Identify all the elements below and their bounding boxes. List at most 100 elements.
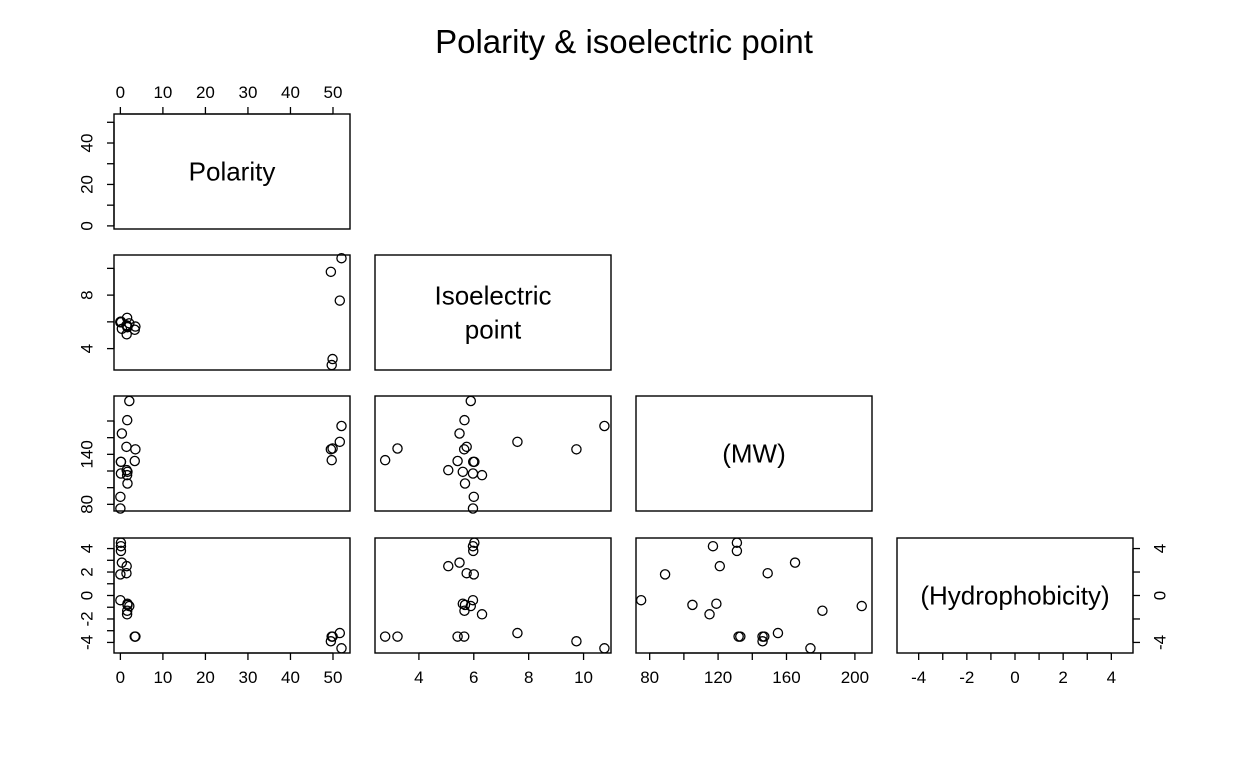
- data-point-16: [459, 478, 471, 489]
- data-point-1: [468, 569, 480, 580]
- tick-label: 40: [78, 134, 97, 153]
- data-point-12: [325, 266, 337, 278]
- data-point-8: [635, 594, 647, 606]
- bottom-axis-hyd: -4 -2 0 2 4: [911, 652, 1116, 687]
- data-point-13: [121, 441, 132, 453]
- data-point-14: [454, 557, 465, 568]
- left-axis-hyd: -4 -2 0 2 4: [78, 544, 115, 650]
- panel-frame: [374, 395, 612, 512]
- data-point-20: [115, 317, 127, 328]
- panel-frame: [635, 537, 873, 654]
- data-point-8: [115, 503, 126, 514]
- tick-label: 4: [78, 344, 97, 353]
- data-point-20: [115, 468, 127, 479]
- variable-label: Isoelectric point: [434, 281, 551, 345]
- data-point-17: [457, 598, 469, 609]
- data-point-1: [115, 569, 126, 580]
- data-point-17: [457, 466, 469, 478]
- data-point-18: [856, 600, 867, 612]
- data-point-11: [115, 545, 127, 557]
- data-point-9: [772, 627, 784, 639]
- panel-hyd-vs-polarity: [113, 537, 351, 654]
- data-point-12: [325, 444, 337, 455]
- data-point-13: [121, 567, 132, 579]
- left-axis-pi: 48: [78, 267, 115, 353]
- bottom-axis-polarity: 0 10 20 30 40 50: [116, 652, 342, 687]
- panel-mw-vs-polarity: [113, 395, 351, 514]
- data-point-4: [326, 359, 337, 371]
- data-point-3: [452, 631, 463, 642]
- data-point-19: [817, 605, 828, 617]
- data-point-6: [130, 631, 141, 642]
- variable-label: (Hydrophobicity): [920, 581, 1109, 611]
- data-point-10: [731, 537, 743, 548]
- tick-label: 20: [196, 668, 215, 687]
- panel-frame: [374, 254, 612, 371]
- data-point-4: [379, 454, 391, 466]
- data-point-13: [461, 441, 472, 453]
- tick-label: 4: [1151, 544, 1170, 553]
- data-point-12: [325, 636, 337, 647]
- tick-label: 120: [704, 668, 732, 687]
- tick-label: 10: [153, 668, 172, 687]
- data-point-19: [459, 605, 470, 617]
- left-axis-mw: 80 140: [78, 420, 115, 514]
- tick-label: 0: [1151, 591, 1170, 600]
- data-point-1: [659, 569, 671, 580]
- variable-label: Polarity: [189, 157, 276, 187]
- data-point-6: [458, 631, 470, 642]
- left-axis-polarity: 0 20 40: [78, 121, 115, 231]
- data-point-15: [476, 469, 488, 481]
- tick-label: 200: [841, 668, 869, 687]
- tick-label: 80: [640, 668, 659, 687]
- data-point-20: [467, 468, 479, 479]
- tick-label: 10: [153, 83, 172, 102]
- panel-hyd-vs-hyd: (Hydrophobicity): [896, 537, 1134, 654]
- data-point-13: [461, 567, 472, 579]
- data-point-1: [468, 491, 480, 503]
- tick-label: -2: [959, 668, 974, 687]
- tick-label: 2: [78, 567, 97, 576]
- data-point-11: [467, 545, 479, 557]
- data-point-15: [476, 609, 488, 620]
- data-point-14: [116, 323, 128, 335]
- data-point-5: [443, 560, 454, 572]
- panel-frame: [113, 537, 351, 654]
- tick-label: 30: [238, 83, 257, 102]
- data-point-17: [122, 598, 133, 609]
- data-point-20: [707, 540, 719, 552]
- tick-label: 0: [116, 668, 125, 687]
- tick-label: 0: [78, 591, 97, 600]
- data-point-9: [334, 436, 346, 448]
- data-point-17: [122, 466, 133, 478]
- panel-polarity-vs-polarity: Polarity: [113, 113, 351, 230]
- data-point-20: [115, 540, 127, 552]
- tick-label: 0: [116, 83, 125, 102]
- data-point-14: [116, 557, 128, 568]
- right-axis-hyd: -4 0 4: [1132, 544, 1170, 650]
- data-point-5: [443, 464, 454, 476]
- tick-label: 80: [78, 495, 97, 514]
- tick-label: -2: [78, 611, 97, 626]
- tick-label: 140: [78, 440, 97, 468]
- tick-label: 4: [414, 668, 423, 687]
- tick-label: 8: [78, 290, 97, 299]
- data-point-12: [571, 444, 582, 455]
- tick-label: 6: [469, 668, 478, 687]
- data-point-18: [124, 395, 135, 407]
- panel-frame: [113, 395, 351, 512]
- tick-label: -4: [1151, 635, 1170, 650]
- bottom-axis-mw: 80 120 160 200: [640, 652, 869, 687]
- tick-label: 0: [78, 221, 97, 230]
- panel-mw-vs-mw: (MW): [635, 395, 873, 512]
- data-point-20: [467, 540, 479, 552]
- tick-label: 4: [1107, 668, 1116, 687]
- data-point-2: [805, 643, 816, 654]
- tick-label: 30: [238, 668, 257, 687]
- data-point-7: [392, 631, 403, 642]
- panel-frame: [635, 395, 873, 512]
- data-point-4: [326, 454, 337, 466]
- data-point-2: [336, 643, 347, 654]
- data-point-2: [599, 643, 610, 654]
